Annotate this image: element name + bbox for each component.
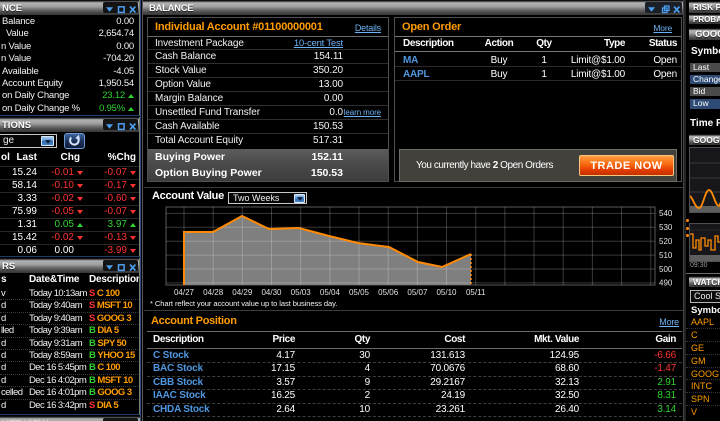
svg-text:510: 510 [659,251,673,260]
svg-text:490: 490 [659,279,673,288]
svg-text:520: 520 [659,237,673,246]
svg-text:05/07: 05/07 [407,288,428,297]
svg-text:04/29: 04/29 [232,288,253,297]
svg-text:04/30: 04/30 [261,288,282,297]
svg-text:05/05: 05/05 [349,288,370,297]
svg-text:530: 530 [659,223,673,232]
svg-text:04/27: 04/27 [174,288,195,297]
svg-text:540: 540 [659,209,673,218]
svg-text:05/11: 05/11 [466,288,486,297]
svg-text:05/10: 05/10 [436,288,457,297]
svg-text:05/06: 05/06 [378,288,399,297]
svg-text:05/03: 05/03 [291,288,312,297]
svg-text:500: 500 [659,265,673,274]
svg-text:05/04: 05/04 [320,288,341,297]
svg-text:04/28: 04/28 [203,288,224,297]
